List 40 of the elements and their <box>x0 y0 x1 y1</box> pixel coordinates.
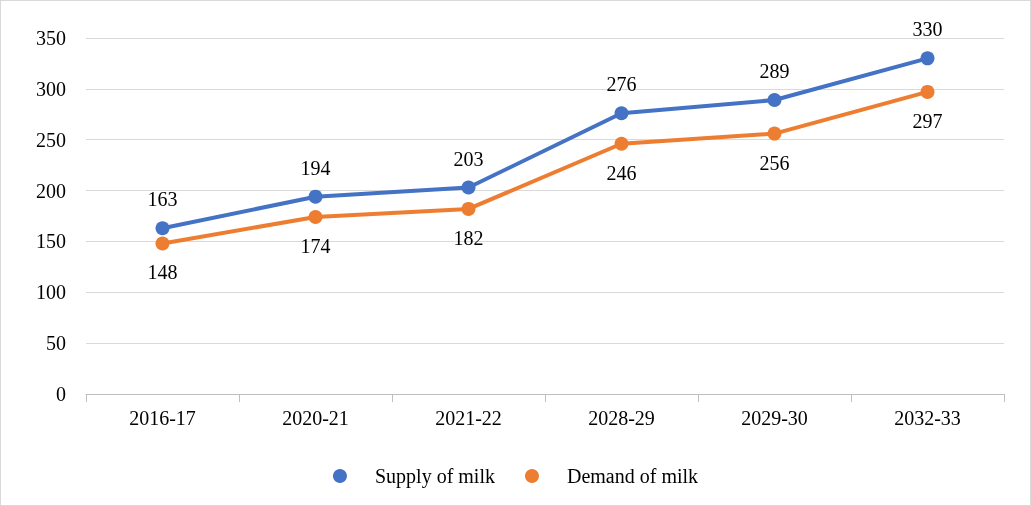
y-tick-label: 50 <box>46 332 66 355</box>
x-tick-label: 2029-30 <box>741 407 808 429</box>
point <box>461 201 476 216</box>
point <box>461 180 476 195</box>
data-label: 194 <box>300 156 331 179</box>
x-tick-label: 2032-33 <box>894 407 961 429</box>
point <box>614 136 629 151</box>
legend-label: Supply of milk <box>374 465 495 488</box>
y-tick-label: 200 <box>36 179 66 202</box>
point <box>155 221 170 236</box>
y-tick-label: 350 <box>36 27 66 49</box>
point <box>767 93 782 108</box>
point <box>308 210 323 225</box>
data-label: 276 <box>606 73 637 96</box>
data-label: 297 <box>912 109 943 132</box>
point <box>614 106 629 121</box>
point <box>767 126 782 141</box>
data-label: 148 <box>147 261 178 284</box>
x-tick-label: 2021-22 <box>435 407 502 429</box>
data-label: 256 <box>759 151 790 174</box>
x-tick-label: 2028-29 <box>588 407 655 429</box>
point <box>920 84 935 99</box>
data-label: 174 <box>300 235 331 258</box>
legend-label: Demand of milk <box>566 465 699 487</box>
data-label: 246 <box>606 161 637 184</box>
y-tick-label: 250 <box>36 128 66 151</box>
point <box>920 51 935 66</box>
point <box>155 236 170 251</box>
data-label: 289 <box>759 60 790 83</box>
y-tick-label: 150 <box>36 230 66 253</box>
data-label: 203 <box>453 147 484 170</box>
x-tick-label: 2020-21 <box>282 407 349 429</box>
y-tick-label: 100 <box>36 281 66 304</box>
point <box>308 189 323 204</box>
x-tick-label: 2016-17 <box>129 407 196 429</box>
data-label: 182 <box>453 226 484 249</box>
y-tick-label: 0 <box>56 383 66 405</box>
data-label: 163 <box>147 188 178 211</box>
y-tick-label: 300 <box>36 77 66 100</box>
data-label: 330 <box>912 18 943 41</box>
